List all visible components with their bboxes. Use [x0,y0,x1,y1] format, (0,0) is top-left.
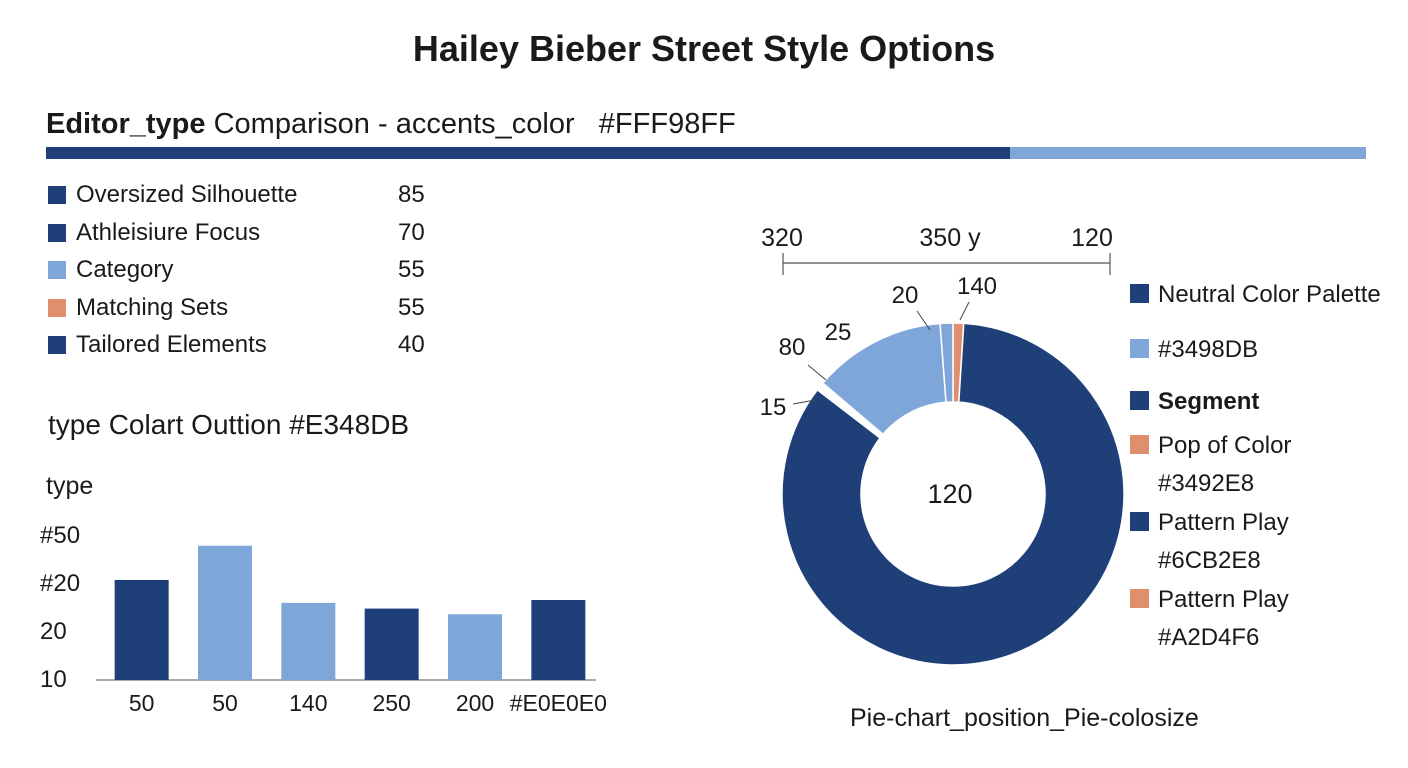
style-list-label: Matching Sets [76,293,229,321]
bar-chart-heading: type Colart Outtion #E348DB [48,409,410,440]
style-list-value: 55 [398,293,425,321]
bar [531,600,586,680]
style-list-item: Oversized Silhouette 85 [48,176,448,214]
pie-caption: Pie-chart_position_Pie-colosize [850,704,1199,732]
page-title: Hailey Bieber Street Style Options [412,28,996,69]
pie-slice-label: 15 [760,394,787,421]
style-list-label: Athleisiure Focus [76,218,261,246]
style-list-label: Oversized Silhouette [76,181,298,208]
pie-slice-label: 80 [779,334,806,361]
progress-fill [46,147,1010,159]
legend-swatch [48,336,66,354]
bar [114,580,169,680]
bar [448,614,502,680]
legend-swatch [1130,391,1149,410]
legend-swatch [1130,589,1149,608]
style-list-item: Matching Sets 55 [48,289,448,327]
pie-slice [781,322,1125,666]
x-tick-label: 140 [289,690,327,716]
legend-swatch [1130,512,1149,531]
legend-swatch [1130,284,1149,303]
style-option-list: Oversized Silhouette 85 Athleisiure Focus 7… [48,176,448,364]
style-list-value: 55 [398,256,425,283]
legend-swatch [1130,339,1149,358]
comparison-subtitle: Editor_type Comparison - accents_color #… [46,108,736,141]
comparison-progress-bar [46,147,1366,159]
leader-line [916,310,931,331]
donut-center-label: 120 [927,479,972,509]
pie-slice [939,322,954,404]
bar [198,545,252,680]
style-list-label: Category [76,256,174,283]
y-tick-label: #50 [40,522,80,549]
pie-legend-label: Pop of Color #3492E8 [1158,432,1292,497]
range-label: 320 [761,224,803,252]
x-tick-label: 50 [212,690,238,716]
legend-swatch [48,298,66,317]
x-tick-label: 50 [129,690,155,716]
style-list-value: 40 [398,331,425,358]
legend-swatch [48,186,66,204]
style-list-value: 70 [398,218,425,246]
bar [281,602,336,680]
y-tick-label: #20 [40,570,80,597]
pie-legend-label: Neutral Color Palette [1158,281,1381,308]
leader-line [807,364,827,381]
legend-swatch [48,261,66,279]
y-tick-label: 20 [40,618,67,645]
subtitle-bold: Editor_type [46,108,206,140]
leader-line [959,301,970,321]
style-list-item: Tailored Elements 40 [48,326,448,364]
pie-slice-label: 25 [825,319,852,346]
x-tick-label: 250 [372,690,410,716]
legend-swatch [1130,435,1149,454]
x-tick-label: 200 [456,690,494,716]
pie-slice-label: 140 [957,273,997,300]
style-list-value: 85 [398,181,425,208]
pie-legend-label: Segment [1158,388,1260,415]
y-axis-label: type [46,472,93,500]
bar [364,608,419,680]
pie-legend-label: Pattern Play #6CB2E8 [1158,509,1289,574]
pie-legend-label: Pattern Play #A2D4F6 [1158,586,1289,651]
pie-legend-label: #3498DB [1158,336,1259,363]
x-tick-label: #E0E0E0 [510,690,607,716]
style-list-item: Athleisiure Focus 70 [48,214,448,252]
range-label: 350 y [919,224,981,252]
range-label: 120 [1071,224,1113,252]
leader-line [792,399,816,405]
pie-slice-label: 20 [892,282,919,309]
legend-swatch [48,223,66,242]
style-list-item: Category 55 [48,251,448,289]
style-list-label: Tailored Elements [76,331,267,358]
subtitle-rest: Comparison - accents_color #FFF98FF [205,108,736,140]
y-tick-label: 10 [40,666,67,693]
